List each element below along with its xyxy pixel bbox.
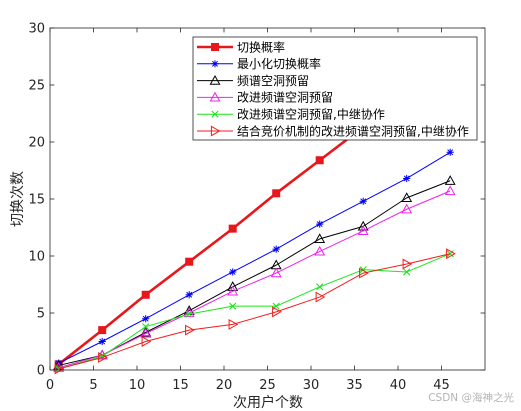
series-2-point-2 (98, 337, 106, 346)
series-4-point-8 (357, 225, 369, 236)
legend-item-6: 结合竞价机制的改进频谱空洞预留,中继协作 (197, 123, 469, 138)
legend-item-5: 改进频谱空洞预留,中继协作 (197, 107, 385, 122)
series-6-point-1 (54, 363, 65, 375)
series-1-point-7 (315, 156, 324, 165)
series-3-line (58, 180, 451, 366)
legend-marker (211, 110, 219, 118)
series-2-point-10 (446, 148, 454, 156)
series-1-point-2 (98, 326, 107, 335)
series-1-point-4 (185, 257, 194, 266)
series-4-point-5 (227, 285, 239, 296)
series-6-point-9 (402, 258, 413, 270)
series-5-point-4 (185, 310, 193, 318)
y-tick-label: 20 (28, 136, 45, 151)
series-3-point-10 (444, 175, 456, 185)
series-5-point-7 (316, 283, 324, 291)
series-6-point-7 (315, 291, 326, 303)
series-2-line (58, 151, 451, 364)
x-tick-label: 0 (46, 378, 54, 393)
legend: 切换概率最小化切换概率频谱空洞预留改进频谱空洞预留改进频谱空洞预留,中继协作结合… (192, 36, 478, 141)
series-2-point-8 (359, 197, 367, 205)
series-2 (55, 148, 454, 367)
series-6-point-8 (359, 267, 369, 279)
series-3-point-5 (227, 281, 239, 291)
series-6-point-3 (141, 336, 152, 347)
y-tick-label: 15 (28, 193, 45, 208)
axis-ticks: 0 5 10 15 20 25 30 35 40 45 0 5 10 15 20 25 30 (28, 22, 485, 393)
series-2-point-5 (229, 268, 237, 276)
legend-item-4: 改进频谱空洞预留 (197, 91, 333, 105)
watermark: CSDN @海神之光 (428, 391, 514, 404)
y-tick-label: 0 (37, 364, 45, 379)
legend-marker (209, 91, 221, 102)
series-6-point-6 (272, 306, 282, 318)
series-5-line (58, 253, 451, 370)
legend-item-1: 切换概率 (197, 39, 285, 54)
x-tick-label: 30 (303, 378, 320, 393)
series-6-point-2 (98, 352, 108, 363)
series-2-point-7 (316, 220, 324, 228)
series-4-point-10 (444, 185, 456, 196)
x-axis-label: 次用户个数 (233, 394, 303, 411)
series-2-point-4 (185, 291, 193, 299)
legend-marker (211, 43, 219, 51)
legend-marker (210, 125, 221, 137)
legend-label: 频谱空洞预留 (237, 74, 309, 88)
legend-marker (211, 60, 219, 68)
y-tick-label: 10 (28, 250, 45, 265)
legend-label: 结合竞价机制的改进频谱空洞预留,中继协作 (237, 123, 469, 138)
series-1-line (57, 126, 364, 366)
legend-label: 切换概率 (237, 39, 285, 54)
x-tick-label: 45 (433, 378, 450, 393)
y-tick-label: 25 (28, 79, 45, 94)
series-4-point-7 (314, 245, 326, 256)
series-4-point-6 (270, 267, 282, 278)
series-5-point-9 (403, 268, 411, 276)
series-6-line (58, 253, 451, 370)
legend-label: 改进频谱空洞预留 (237, 91, 333, 105)
x-tick-label: 5 (89, 378, 97, 393)
legend-item-2: 最小化切换概率 (197, 56, 321, 71)
y-tick-label: 5 (37, 307, 45, 322)
legend-label: 最小化切换概率 (237, 56, 321, 71)
series-1-point-3 (141, 290, 150, 299)
series-2-point-6 (272, 245, 280, 253)
x-tick-label: 10 (129, 378, 146, 393)
series-layer (53, 123, 456, 375)
legend-marker (209, 74, 221, 85)
series-4-line (58, 190, 451, 369)
series-5-point-5 (229, 302, 237, 310)
series-2-point-9 (403, 174, 411, 183)
series-4-point-3 (140, 327, 152, 338)
series-5-point-3 (142, 323, 150, 331)
x-tick-label: 40 (390, 378, 407, 393)
series-6 (54, 248, 456, 375)
legend-label: 改进频谱空洞预留,中继协作 (237, 107, 385, 122)
series-6-point-10 (446, 248, 456, 260)
x-tick-label: 25 (259, 378, 276, 393)
x-tick-label: 35 (346, 378, 363, 393)
series-3-point-9 (401, 192, 413, 202)
series-1-point-5 (228, 224, 237, 233)
series-6-point-5 (228, 318, 239, 330)
x-tick-label: 15 (172, 378, 189, 393)
series-1-point-6 (272, 189, 281, 198)
x-tick-label: 20 (216, 378, 233, 393)
series-3 (53, 175, 456, 370)
legend-box (192, 36, 478, 141)
series-6-point-4 (185, 324, 195, 336)
legend-item-3: 频谱空洞预留 (197, 74, 309, 88)
y-tick-label: 30 (28, 22, 45, 37)
series-3-point-3 (140, 326, 152, 337)
y-axis-label: 切换次数 (9, 171, 26, 227)
series-4-point-9 (401, 203, 413, 214)
series-2-point-3 (142, 315, 150, 323)
series-3-point-8 (357, 220, 369, 231)
series-3-point-7 (314, 233, 326, 243)
